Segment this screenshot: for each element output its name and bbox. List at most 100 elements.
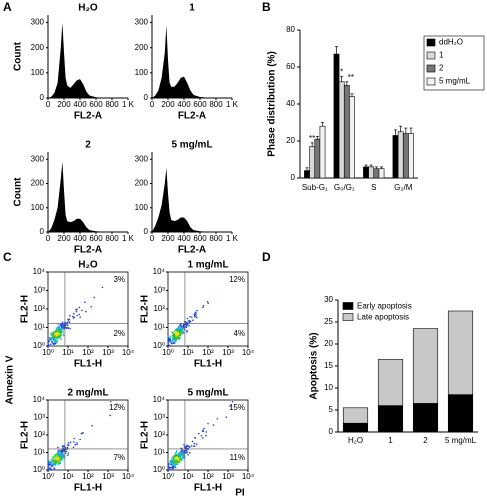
- quadrant-percent: 4%: [233, 329, 245, 338]
- event-dot: [193, 313, 196, 315]
- annotation: **: [348, 73, 354, 82]
- x-tick-label: 1: [388, 436, 393, 445]
- event-dot: [66, 321, 69, 324]
- event-dot: [57, 327, 60, 330]
- bar-segment: [447, 310, 474, 395]
- legend-label: 1: [439, 51, 444, 60]
- y-tick-label: 300: [31, 18, 45, 27]
- event-dot: [52, 463, 54, 465]
- event-dot: [175, 337, 178, 340]
- event-dot: [175, 456, 178, 458]
- y-tick-label: 0: [40, 93, 45, 102]
- event-dot: [178, 457, 180, 460]
- event-dot: [186, 444, 188, 447]
- event-dot: [52, 464, 55, 467]
- event-dot: [180, 454, 183, 457]
- event-dot: [173, 330, 176, 332]
- event-dot: [177, 330, 179, 333]
- event-dot: [49, 468, 52, 471]
- x-tick-label: 5 mg/mL: [445, 436, 477, 445]
- y-tick-label: 25: [324, 317, 333, 326]
- event-dot: [65, 450, 68, 453]
- event-dot: [180, 453, 182, 455]
- event-dot: [175, 331, 178, 334]
- event-dot: [60, 338, 62, 340]
- event-dot: [173, 337, 175, 339]
- event-dot: [205, 434, 207, 437]
- x-tick-label: 0: [150, 100, 155, 109]
- event-dot: [198, 432, 200, 435]
- y-tick-label: 20: [324, 339, 333, 348]
- event-dot: [178, 325, 181, 327]
- x-tick-label: 600: [193, 234, 207, 243]
- bar: [397, 131, 404, 179]
- event-dot: [58, 460, 60, 462]
- event-dot: [63, 324, 65, 326]
- legend-swatch: [426, 38, 436, 47]
- event-dot: [52, 343, 55, 346]
- event-dot: [57, 446, 59, 449]
- event-dot: [206, 300, 209, 303]
- y-tick-label: 20: [286, 136, 295, 145]
- event-dot: [81, 309, 83, 312]
- y-tick-label: 10⁰: [33, 465, 45, 474]
- event-dot: [177, 332, 179, 335]
- event-dot: [171, 464, 174, 467]
- quadrant-percent: 7%: [113, 453, 125, 462]
- event-dot: [186, 329, 188, 332]
- y-tick-label: 100: [31, 203, 45, 212]
- event-dot: [200, 434, 203, 437]
- event-dot: [52, 338, 54, 341]
- legend-label: Early apoptosis: [357, 302, 412, 311]
- event-dot: [50, 343, 52, 346]
- event-dot: [180, 331, 182, 334]
- event-dot: [178, 459, 181, 461]
- chart-title: 1 mg/mL: [187, 260, 228, 271]
- x-tick-label: 0: [46, 234, 51, 243]
- event-dot: [177, 328, 180, 331]
- event-dot: [54, 459, 57, 462]
- event-dot: [60, 325, 63, 328]
- event-dot: [62, 457, 64, 459]
- x-tick-label: G₀/G₁: [334, 183, 355, 192]
- x-tick-label: 200: [57, 100, 71, 109]
- y-tick-label: 10⁴: [153, 267, 166, 276]
- x-tick-label: 10²: [202, 472, 214, 481]
- x-tick-label: 600: [89, 100, 103, 109]
- event-dot: [173, 334, 176, 337]
- event-dot: [50, 337, 53, 339]
- event-dot: [61, 327, 64, 329]
- event-dot: [56, 459, 58, 462]
- quadrant-percent: 15%: [229, 403, 245, 412]
- x-tick-label: S: [371, 183, 376, 192]
- panel-x-label: PI: [235, 488, 245, 499]
- event-dot: [185, 321, 187, 323]
- event-dot: [76, 443, 78, 446]
- event-dot: [51, 468, 53, 471]
- event-dot: [62, 333, 65, 335]
- bar: [319, 125, 326, 179]
- event-dot: [193, 316, 196, 318]
- y-axis-label: FL2-H: [140, 295, 151, 323]
- event-dot: [51, 465, 53, 467]
- x-axis-label: FL2-A: [74, 111, 102, 122]
- event-dot: [225, 416, 228, 418]
- event-dot: [74, 443, 77, 446]
- event-dot: [178, 333, 180, 336]
- event-dot: [57, 329, 60, 331]
- event-dot: [187, 445, 190, 447]
- x-tick-label: 10¹: [62, 348, 74, 357]
- event-dot: [72, 317, 75, 319]
- event-dot: [205, 431, 208, 433]
- event-dot: [175, 458, 177, 461]
- event-dot: [176, 454, 178, 457]
- y-tick-label: 10⁴: [33, 395, 46, 404]
- annotation: *: [340, 67, 343, 76]
- event-dot: [172, 458, 175, 460]
- event-dot: [175, 329, 177, 331]
- x-axis-label: FL2-A: [178, 245, 206, 256]
- event-dot: [172, 341, 175, 344]
- y-tick-label: 0: [291, 173, 296, 182]
- event-dot: [195, 443, 198, 445]
- quadrant-percent: 12%: [229, 275, 245, 284]
